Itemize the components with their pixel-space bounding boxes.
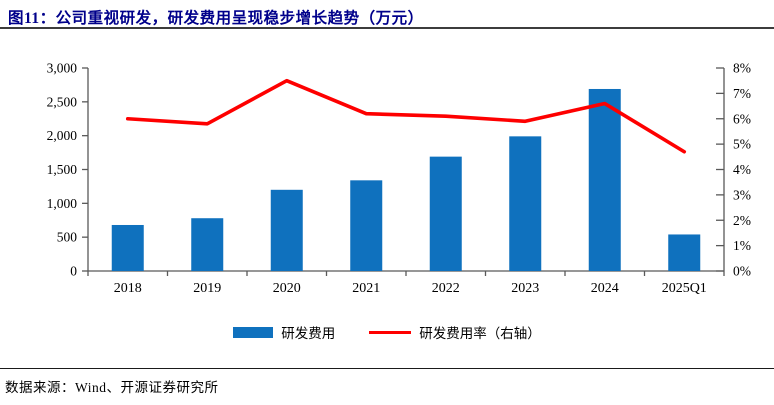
- x-axis-category-label: 2020: [273, 281, 301, 296]
- x-axis-category-label: 2018: [114, 281, 142, 296]
- left-axis-tick-label: 2,000: [47, 128, 78, 143]
- x-axis-category-label: 2022: [432, 281, 460, 296]
- chart-legend: 研发费用 研发费用率（右轴）: [0, 320, 774, 344]
- legend-label-bar-series: 研发费用: [281, 326, 336, 341]
- footer-divider: [0, 368, 774, 369]
- legend-item-bar-series: 研发费用: [233, 322, 335, 342]
- right-axis-tick-label: 4%: [733, 162, 751, 177]
- right-axis-tick-label: 6%: [733, 111, 751, 126]
- legend-item-line-series: 研发费用率（右轴）: [369, 322, 541, 342]
- x-axis-category-label: 2021: [352, 281, 380, 296]
- bar-2019: [191, 218, 224, 271]
- bar-series-swatch-icon: [233, 326, 274, 338]
- bar-2022: [429, 156, 462, 271]
- right-axis-tick-label: 1%: [733, 238, 751, 253]
- right-axis-tick-label: 2%: [733, 213, 751, 228]
- chart-area: 0 500 1,000 1,500 2,000 2,500 3,000 0% 1% 2% 3% 4% 5…: [0, 50, 774, 305]
- left-axis-tick-label: 2,500: [47, 94, 78, 109]
- x-axis-category-label: 2025Q1: [662, 281, 707, 296]
- right-axis-tick-label: 7%: [733, 86, 751, 101]
- combo-chart: 0 500 1,000 1,500 2,000 2,500 3,000 0% 1% 2% 3% 4% 5…: [47, 61, 751, 297]
- left-axis-tick-label: 500: [57, 230, 78, 245]
- right-axis-tick-label: 3%: [733, 187, 751, 202]
- line-series: [125, 78, 687, 154]
- right-axis-tick-label: 5%: [733, 137, 751, 152]
- data-source: 数据来源：Wind、开源证券研究所: [5, 380, 219, 395]
- left-axis-tick-label: 3,000: [47, 61, 78, 76]
- bar-2018: [111, 224, 144, 271]
- left-axis-tick-label: 0: [70, 264, 77, 279]
- line-series-swatch-icon: [369, 330, 412, 334]
- right-axis-tick-label: 0%: [733, 264, 751, 279]
- left-axis-tick-label: 1,500: [47, 162, 78, 177]
- title-divider: [0, 27, 774, 29]
- right-axis-tick-label: 8%: [733, 61, 751, 76]
- legend-label-line-series: 研发费用率（右轴）: [419, 326, 541, 341]
- chart-title: 图11：公司重视研发，研发费用呈现稳步增长趋势（万元）: [8, 10, 424, 27]
- bar-2025Q1: [668, 234, 701, 271]
- bar-2024: [588, 88, 621, 271]
- x-axis-category-label: 2024: [591, 281, 619, 296]
- x-axis-category-label: 2023: [511, 281, 539, 296]
- bar-2021: [350, 180, 383, 271]
- left-axis-tick-label: 1,000: [47, 196, 78, 211]
- bar-2023: [509, 136, 542, 271]
- x-axis-category-label: 2019: [193, 281, 221, 296]
- bar-2020: [270, 189, 303, 271]
